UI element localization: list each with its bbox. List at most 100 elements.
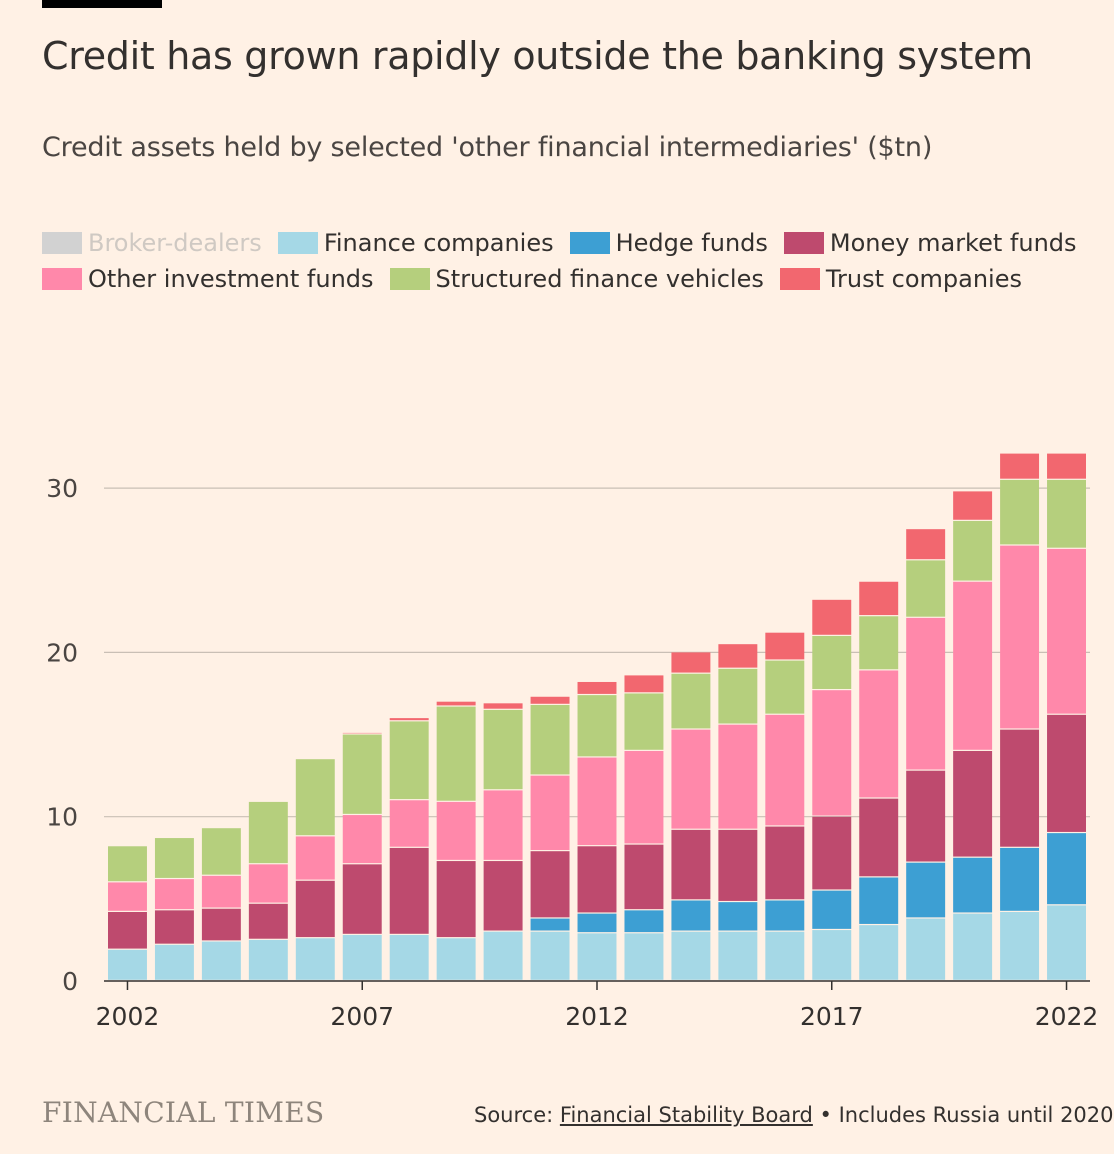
bar-segment [108,949,147,980]
y-tick-label: 20 [46,638,78,667]
bar-segment [1000,545,1040,729]
bar-segment [530,918,570,931]
bar-segment [389,934,429,980]
bar-segment [765,714,805,826]
bar-segment [624,750,664,844]
bar-segment [624,675,664,693]
bar-stack-2020 [953,491,993,980]
bar-segment [436,801,476,860]
bar-segment [765,660,805,714]
x-tick-label: 2007 [330,1002,394,1031]
legend-label: Hedge funds [615,229,768,257]
bar-segment [483,790,523,860]
legend-item: Structured finance vehicles [389,264,764,294]
bar-segment [953,857,993,913]
legend-swatch [42,268,82,290]
bar-segment [812,816,852,890]
bar-segment [906,862,946,918]
bar-segment [154,910,194,944]
bar-segment [718,902,758,931]
bar-segment [624,910,664,933]
legend-label: Trust companies [825,265,1022,293]
bar-segment [765,931,805,980]
bar-segment [812,635,852,689]
bar-segment [436,861,476,938]
bar-segment [671,931,711,980]
bar-segment [765,900,805,931]
bar-segment [765,826,805,900]
bar-segment [624,844,664,910]
legend-label: Money market funds [829,229,1077,257]
legend-item: Hedge funds [569,228,768,258]
bar-segment [201,941,241,980]
bar-segment [389,847,429,934]
bar-segment [1000,729,1040,847]
chart-title: Credit has grown rapidly outside the ban… [42,34,1033,78]
bar-segment [389,721,429,800]
top-accent-bar [42,0,162,8]
bar-segment [1047,479,1086,548]
stacked-bar-chart: 0 10 20 30 2002 2007 2012 2017 2022 [46,453,1098,1031]
source-note: Source: Financial Stability Board • Incl… [474,1103,1114,1127]
bar-segment [295,880,335,938]
bar-segment [389,718,429,721]
legend-swatch [42,232,82,254]
bar-stack-2015 [718,644,758,980]
bar-segment [859,616,899,670]
bar-segment [718,668,758,724]
y-axis-labels: 0 10 20 30 [46,474,78,996]
bar-segment [295,938,335,980]
bar-segment [248,864,288,903]
bar-stack-2004 [201,828,241,980]
bar-segment [436,706,476,801]
bar-segment [295,836,335,880]
bar-stack-2003 [154,838,194,980]
y-tick-label: 0 [62,967,78,996]
bar-segment [1000,479,1040,545]
bar-segment [248,939,288,980]
bar-segment [577,933,617,980]
bar-segment [483,709,523,790]
bar-segment [483,703,523,709]
bar-segment [295,759,335,836]
bar-segment [671,829,711,900]
bar-segment [248,903,288,939]
bar-segment [906,617,946,770]
bar-segment [201,828,241,875]
bar-stack-2016 [765,632,805,980]
bar-stack-2010 [483,703,523,980]
bar-stack-2008 [389,718,429,980]
bar-segment [436,938,476,980]
bar-stack-2011 [530,696,570,980]
legend-item: Finance companies [277,228,554,258]
bar-segment [342,815,382,864]
legend-item: Money market funds [783,228,1077,258]
bar-segment [859,581,899,616]
bar-segment [765,632,805,660]
source-prefix: Source: [474,1103,560,1127]
bar-segment [530,696,570,704]
legend-label: Other investment funds [88,265,374,293]
bar-segment [577,681,617,694]
bar-segment [1000,847,1040,911]
bar-segment [671,652,711,673]
bar-segment [671,673,711,729]
bar-segment [812,930,852,980]
legend-label: Finance companies [323,229,554,257]
bar-stack-2007 [342,732,382,980]
legend-item: Broker-dealers [42,228,262,258]
bar-segment [953,491,993,520]
bar-segment [342,864,382,934]
bar-segment [906,560,946,617]
bar-segment [624,933,664,980]
legend-label: Structured finance vehicles [435,265,764,293]
bar-segment [1000,453,1040,479]
source-link[interactable]: Financial Stability Board [559,1103,813,1127]
bar-segment [577,757,617,846]
chart-subtitle: Credit assets held by selected 'other fi… [42,132,933,163]
bar-segment [906,529,946,560]
bar-segment [718,724,758,829]
bar-stack-2018 [859,581,899,980]
bar-segment [154,944,194,980]
legend-item: Trust companies [779,264,1022,294]
